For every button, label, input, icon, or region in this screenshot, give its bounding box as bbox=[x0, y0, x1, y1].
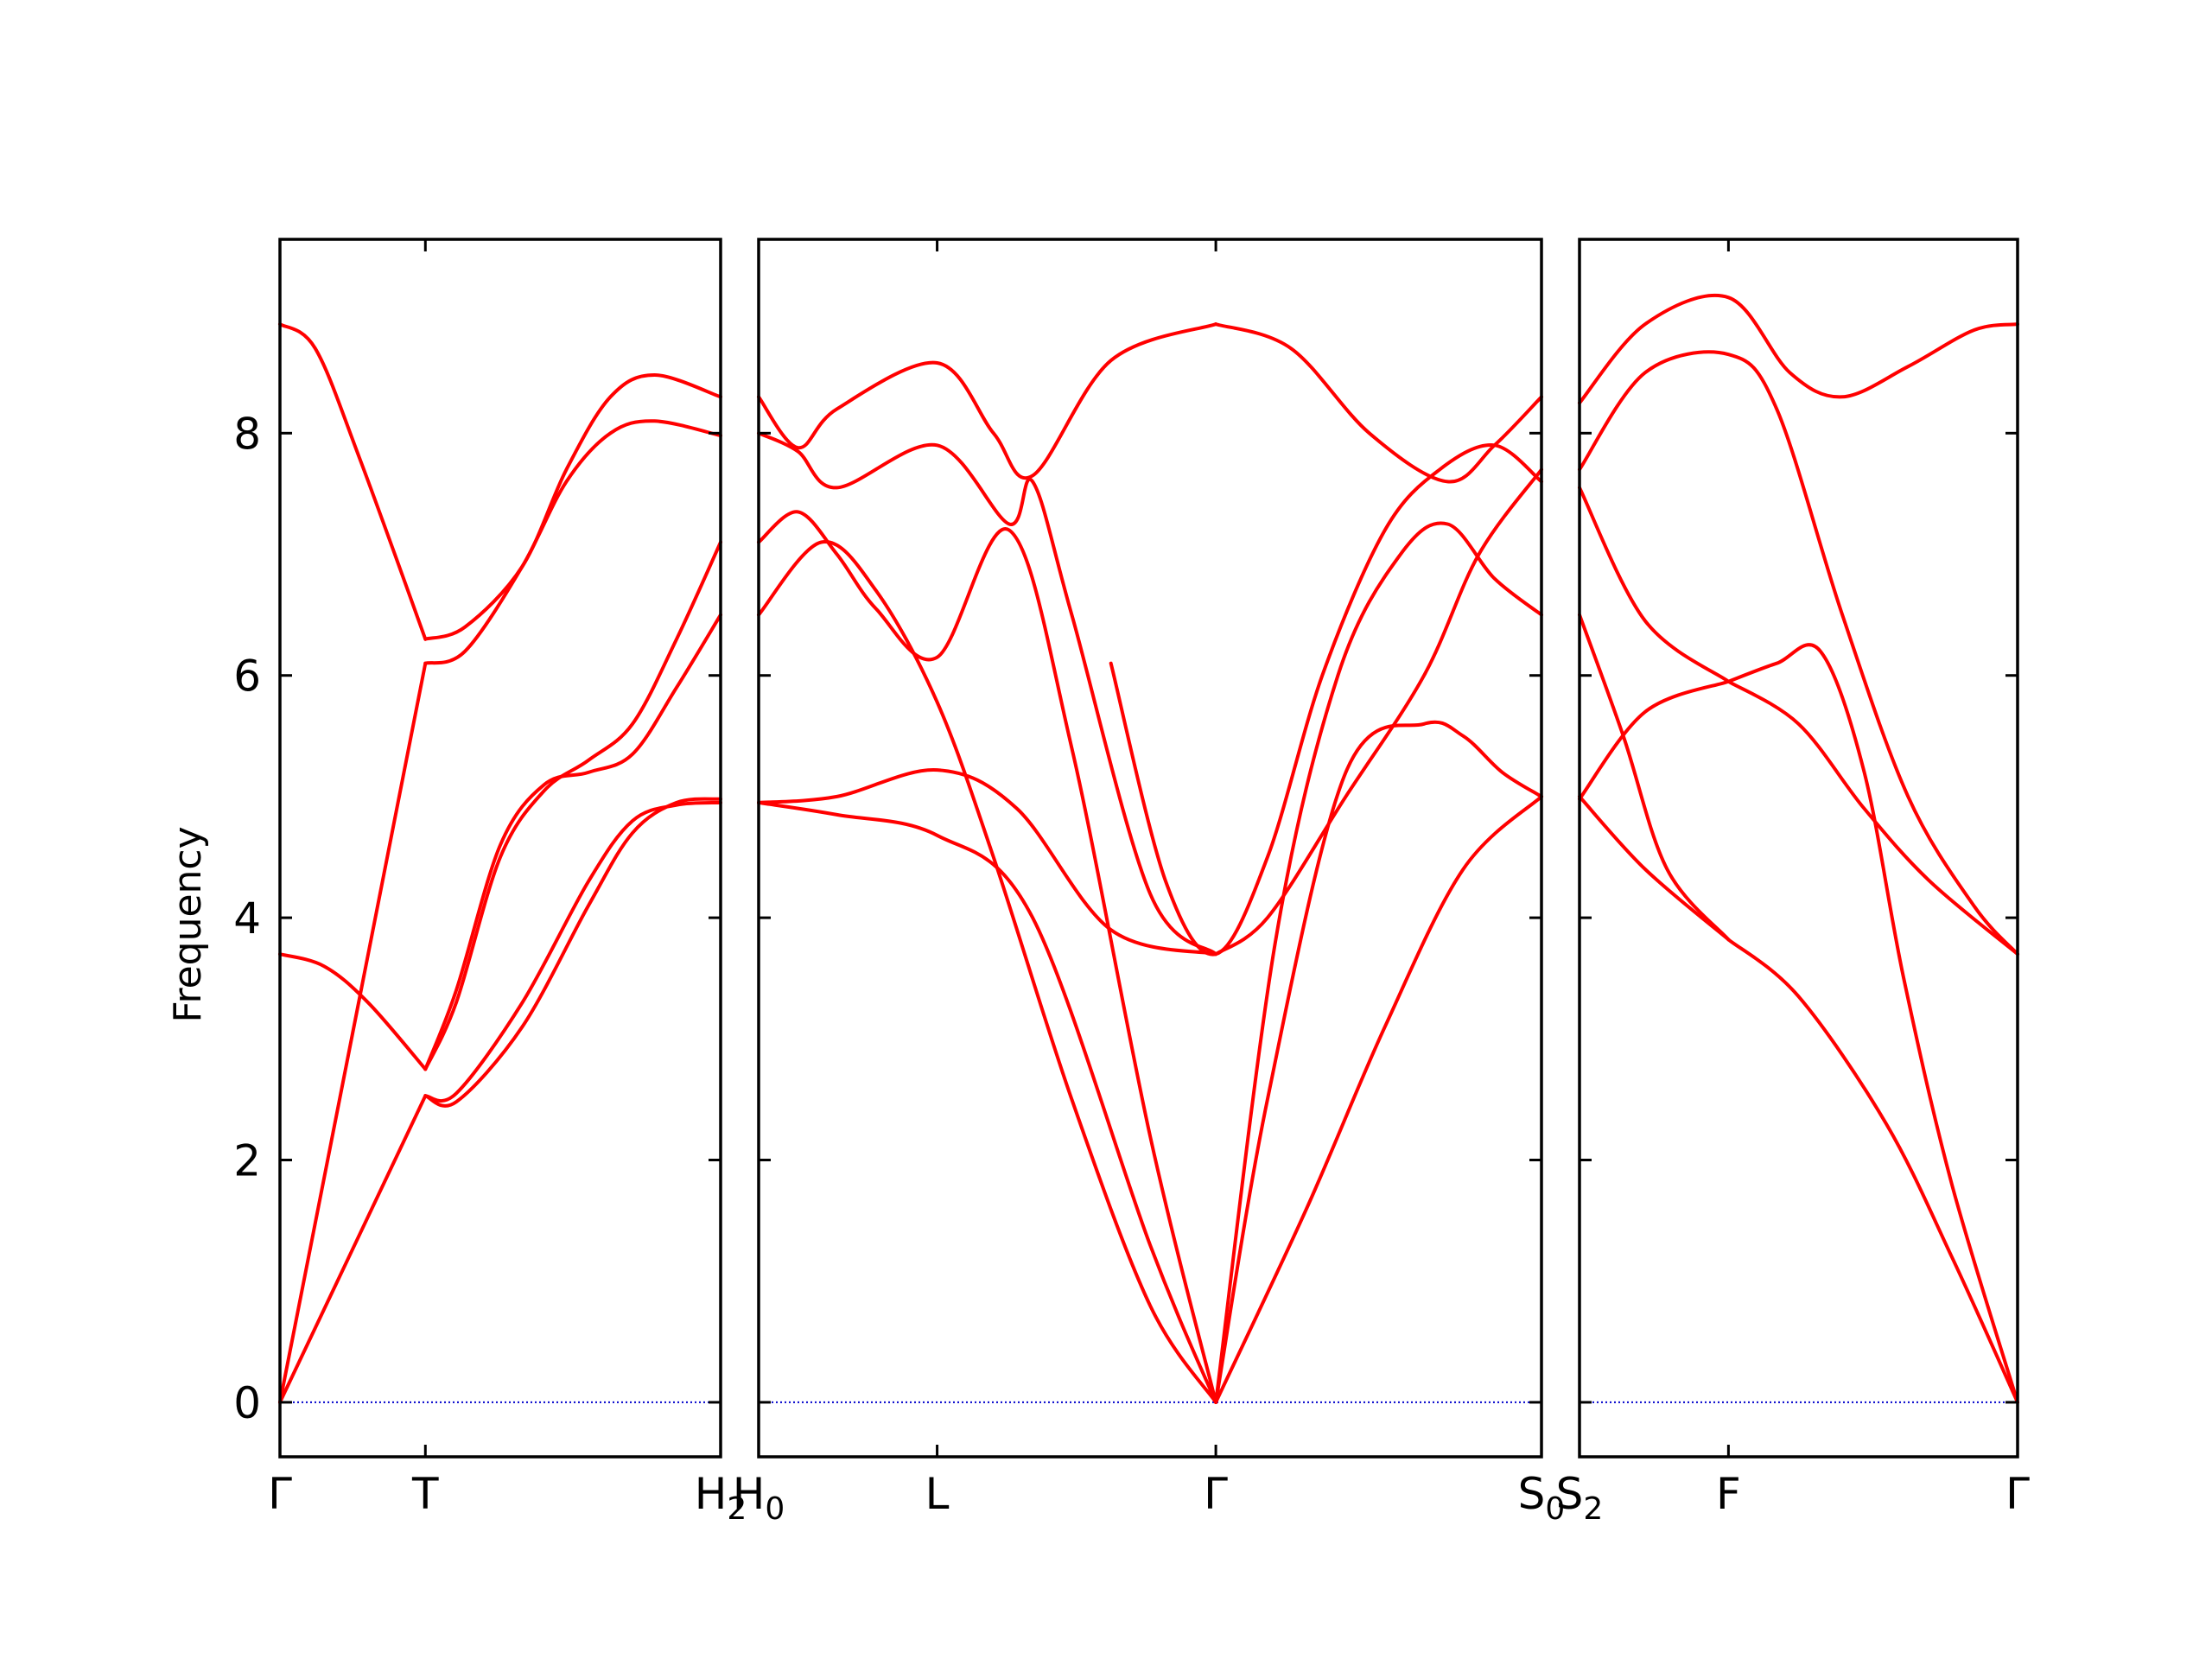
band-line bbox=[757, 510, 1218, 1404]
band-line bbox=[1578, 486, 1731, 683]
panel-2: H0 L Γ S0 bbox=[733, 238, 1566, 1527]
x-tick-label: F bbox=[1716, 1469, 1741, 1519]
band-line bbox=[757, 800, 1218, 1404]
band-line bbox=[1726, 643, 2019, 1404]
band-line bbox=[423, 800, 722, 1103]
x-tick-label: H0 bbox=[733, 1469, 785, 1527]
band-line bbox=[423, 419, 722, 665]
band-line bbox=[757, 768, 1218, 957]
band-line bbox=[278, 322, 428, 641]
band-line bbox=[1214, 720, 1543, 1404]
x-tick-label: T bbox=[411, 1469, 439, 1519]
x-tick-label: L bbox=[925, 1469, 950, 1519]
band-line bbox=[278, 1094, 428, 1404]
x-tick-label: Γ bbox=[1204, 1469, 1228, 1519]
x-tick-label: H2 bbox=[695, 1469, 747, 1527]
band-line bbox=[1578, 794, 1731, 942]
band-line bbox=[278, 952, 428, 1071]
y-tick-label: 8 bbox=[233, 409, 261, 459]
panel-3: S2 F Γ bbox=[1556, 238, 2030, 1527]
band-line bbox=[1578, 679, 1731, 801]
band-line bbox=[423, 613, 722, 1071]
band-line bbox=[1726, 938, 2019, 1404]
y-tick-label: 0 bbox=[233, 1378, 261, 1428]
panel-frame bbox=[1578, 238, 2019, 1459]
band-line bbox=[757, 431, 1218, 957]
y-tick-label: 2 bbox=[233, 1136, 261, 1186]
y-tick-label: 4 bbox=[233, 893, 261, 944]
band-line bbox=[1214, 467, 1543, 957]
band-line bbox=[1109, 443, 1543, 957]
x-tick-label: Γ bbox=[2005, 1469, 2030, 1519]
band-line bbox=[1578, 293, 2019, 405]
y-axis-label: Frequency bbox=[166, 826, 210, 1022]
band-line bbox=[757, 540, 1218, 1404]
band-line bbox=[278, 661, 428, 1404]
panel-1: 0 2 4 6 8 Γ T H2 bbox=[233, 238, 747, 1527]
panel-frame bbox=[757, 238, 1543, 1459]
panel-frame bbox=[278, 238, 722, 1459]
band-line bbox=[1578, 613, 1731, 942]
band-line bbox=[1214, 794, 1543, 1404]
band-line bbox=[757, 322, 1218, 480]
x-tick-label: S2 bbox=[1556, 1469, 1604, 1527]
band-line bbox=[1726, 679, 2019, 957]
band-line bbox=[423, 373, 722, 641]
x-tick-label: Γ bbox=[268, 1469, 292, 1519]
x-tick-label: S0 bbox=[1518, 1469, 1566, 1527]
y-tick-label: 6 bbox=[233, 652, 261, 702]
band-line bbox=[1578, 350, 2019, 957]
